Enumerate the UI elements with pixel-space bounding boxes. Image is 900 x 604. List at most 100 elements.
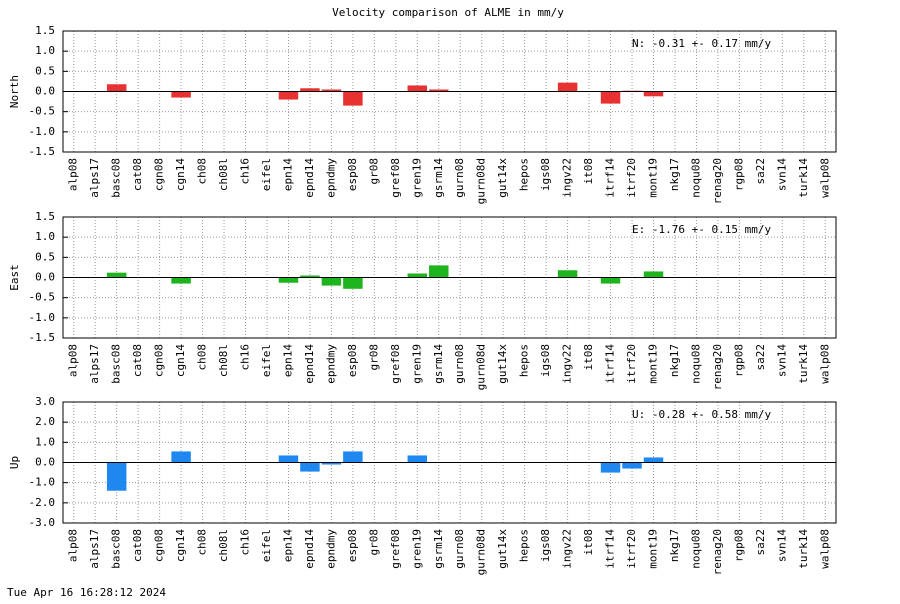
x-tick-label: basc08 — [110, 344, 123, 384]
x-tick-label: nkg17 — [668, 344, 681, 377]
y-tick-label: 1.5 — [35, 210, 55, 223]
x-tick-label: renag20 — [711, 344, 724, 390]
x-tick-label: eifel — [260, 529, 273, 562]
x-tick-label: gurn08d — [475, 158, 488, 204]
x-tick-label: renag20 — [711, 529, 724, 575]
x-tick-label: renag20 — [711, 158, 724, 204]
bar — [429, 89, 449, 92]
x-tick-label: epn14 — [281, 529, 294, 562]
plot-frame — [62, 30, 837, 153]
x-tick-label: rgp08 — [732, 529, 745, 562]
x-tick-label: itrf14 — [604, 529, 617, 569]
x-tick-label: gref08 — [389, 529, 402, 569]
x-tick-label: gurn08 — [453, 529, 466, 569]
x-tick-label: sa22 — [754, 529, 767, 556]
x-tick-label: gref08 — [389, 158, 402, 198]
y-tick-label: 0.0 — [35, 271, 55, 284]
x-tick-label: mont19 — [646, 158, 659, 198]
x-tick-label: mont19 — [646, 344, 659, 384]
timestamp: Tue Apr 16 16:28:12 2024 — [7, 586, 166, 599]
x-tick-label: epn14 — [281, 158, 294, 191]
plot-frame — [62, 401, 837, 524]
bar — [407, 273, 428, 278]
chart-title: Velocity comparison of ALME in mm/y — [332, 6, 564, 19]
x-tick-label: cgn14 — [174, 344, 187, 377]
x-tick-label: ch08 — [196, 158, 209, 185]
x-tick-label: epndmy — [324, 158, 337, 198]
y-tick-label: -1.5 — [29, 145, 56, 158]
x-tick-label: esp08 — [346, 529, 359, 562]
x-tick-label: mont19 — [646, 529, 659, 569]
x-tick-label: rgp08 — [732, 344, 745, 377]
x-tick-label: alps17 — [88, 344, 101, 384]
x-tick-label: walp08 — [818, 529, 831, 569]
x-tick-label: alp08 — [67, 158, 80, 191]
x-tick-label: itrf20 — [625, 344, 638, 384]
y-axis-label: Up — [8, 456, 21, 469]
bar — [600, 91, 621, 104]
bar — [278, 455, 299, 463]
y-tick-label: 1.5 — [35, 24, 55, 37]
x-tick-label: cat08 — [131, 158, 144, 191]
x-tick-label: eifel — [260, 344, 273, 377]
annotation: E: -1.76 +- 0.15 mm/y — [632, 223, 771, 236]
x-tick-label: epndmy — [324, 344, 337, 384]
x-tick-label: ch16 — [239, 344, 252, 371]
annotation: N: -0.31 +- 0.17 mm/y — [632, 37, 771, 50]
x-tick-label: walp08 — [818, 344, 831, 384]
bar — [622, 462, 642, 469]
x-tick-label: gr08 — [367, 529, 380, 556]
y-axis-label: North — [8, 75, 21, 108]
x-tick-label: cat08 — [131, 344, 144, 377]
x-tick-label: gsrm14 — [432, 344, 445, 384]
x-tick-label: itrf20 — [625, 158, 638, 198]
x-tick-label: basc08 — [110, 529, 123, 569]
y-tick-label: 0.0 — [35, 456, 55, 469]
bar — [278, 277, 299, 283]
x-tick-label: gut14x — [496, 344, 509, 384]
bar — [557, 82, 578, 92]
bar — [106, 84, 127, 92]
x-tick-label: gren19 — [410, 158, 423, 198]
x-tick-label: noqu08 — [689, 344, 702, 384]
x-tick-label: ch16 — [239, 529, 252, 556]
x-tick-label: ingv22 — [561, 529, 574, 569]
bar — [321, 462, 342, 465]
x-tick-label: hepos — [518, 529, 531, 562]
x-tick-label: svn14 — [775, 344, 788, 377]
bar — [300, 275, 320, 278]
x-tick-label: nkg17 — [668, 158, 681, 191]
x-tick-label: svn14 — [775, 529, 788, 562]
x-tick-label: gut14x — [496, 158, 509, 198]
x-tick-label: it08 — [582, 344, 595, 371]
x-tick-label: turk14 — [797, 529, 810, 569]
bar — [343, 91, 363, 106]
y-tick-label: 3.0 — [35, 395, 55, 408]
bar — [429, 265, 449, 278]
bar — [407, 455, 428, 463]
y-tick-label: -1.0 — [29, 311, 56, 324]
x-tick-label: ch08l — [217, 158, 230, 191]
x-tick-label: it08 — [582, 158, 595, 185]
y-tick-label: -1.5 — [29, 331, 56, 344]
y-tick-label: -0.5 — [29, 291, 56, 304]
x-tick-label: walp08 — [818, 158, 831, 198]
bar — [321, 89, 342, 92]
bar — [557, 270, 578, 278]
x-tick-label: esp08 — [346, 158, 359, 191]
bar — [600, 277, 621, 284]
plot-frame — [62, 216, 837, 339]
y-tick-label: 0.0 — [35, 85, 55, 98]
y-tick-label: 0.5 — [35, 64, 55, 77]
x-tick-label: gurn08d — [475, 344, 488, 390]
x-tick-label: ingv22 — [561, 344, 574, 384]
bar — [643, 91, 664, 97]
bar — [343, 451, 363, 463]
x-tick-label: cgn08 — [153, 529, 166, 562]
bar — [643, 271, 664, 278]
x-tick-label: itrf14 — [604, 158, 617, 198]
bar — [321, 277, 342, 286]
x-tick-label: igs08 — [539, 344, 552, 377]
bar — [171, 91, 191, 98]
y-tick-label: -0.5 — [29, 105, 56, 118]
